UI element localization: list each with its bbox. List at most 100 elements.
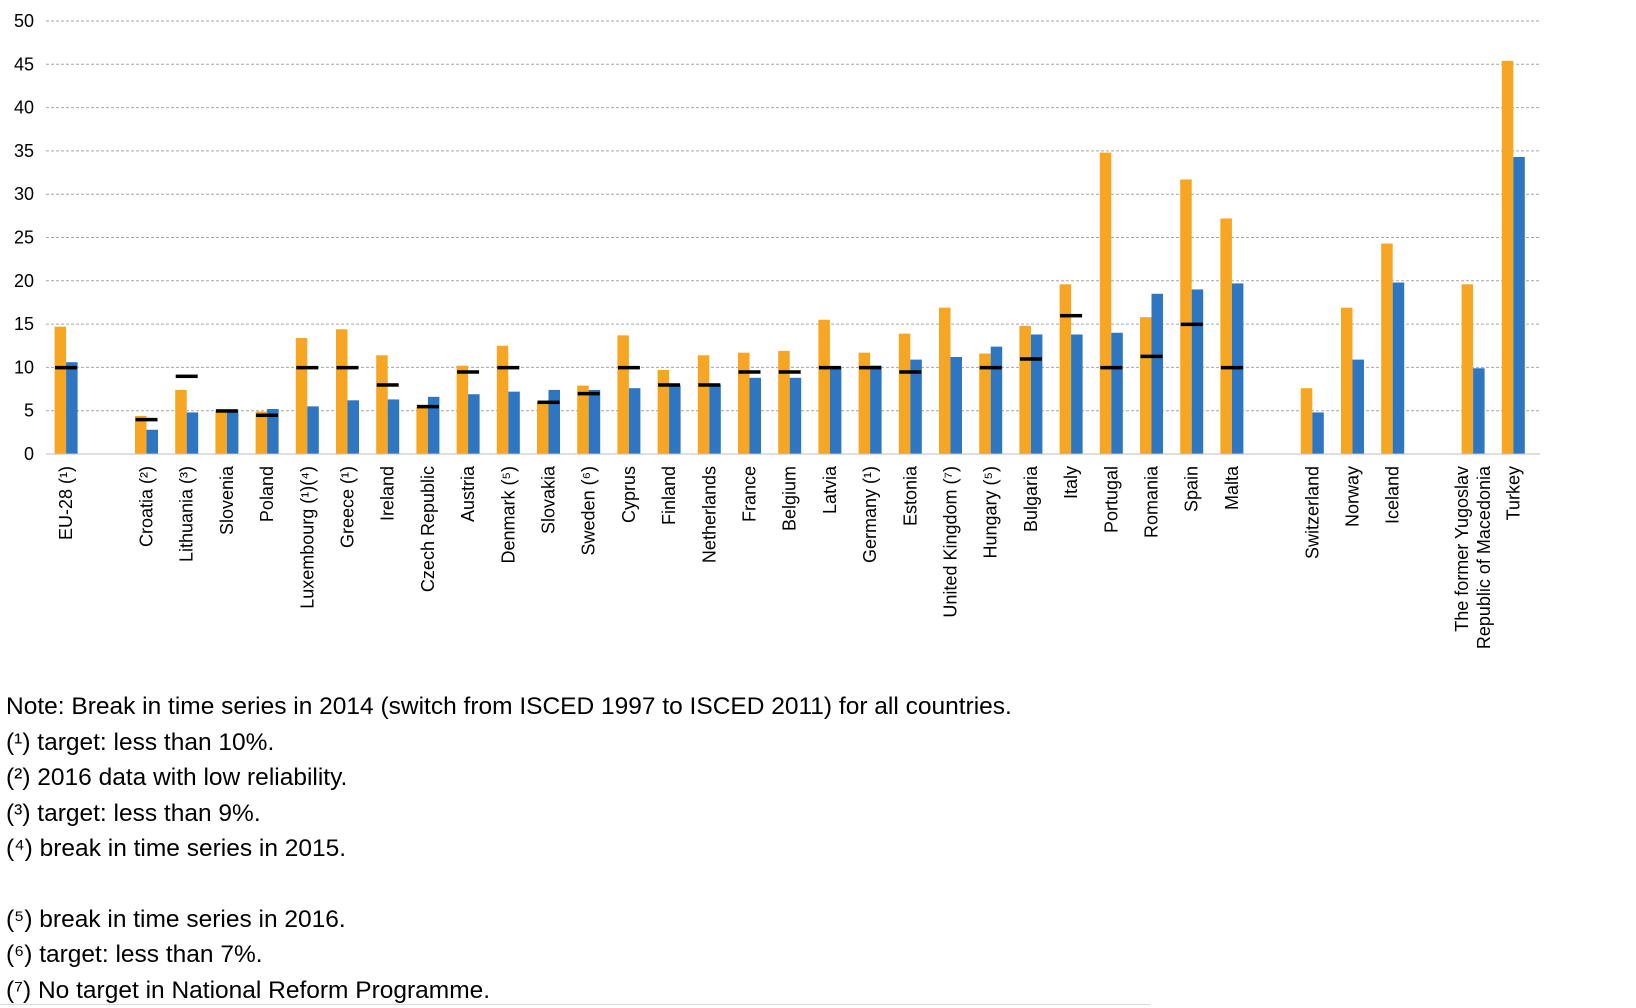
footnote-3: (³) target: less than 9%. bbox=[6, 799, 261, 827]
bar-orange-belgium bbox=[778, 350, 790, 454]
x-tick-label-the-former-yugoslav-republic-of-macedonia: The former Yugoslav Republic of Macedonia bbox=[1452, 465, 1494, 649]
bar-orange-hungary bbox=[979, 353, 991, 454]
x-tick-label-ireland: Ireland bbox=[378, 466, 398, 521]
target-marker-netherlands bbox=[698, 383, 721, 387]
bar-blue-iceland bbox=[1392, 282, 1405, 454]
footnote-2: (²) 2016 data with low reliability. bbox=[6, 764, 348, 791]
bar-blue-greece bbox=[347, 400, 359, 454]
target-marker-ireland bbox=[376, 383, 399, 387]
x-tick-label-text: Cyprus bbox=[619, 466, 639, 523]
target-marker-germany bbox=[859, 365, 882, 370]
x-tick-label-text: Estonia bbox=[900, 465, 920, 526]
x-tick-label-czech-republic: Czech Republic bbox=[418, 466, 438, 592]
target-marker-hungary bbox=[979, 365, 1002, 370]
x-tick-label-text: Bulgaria bbox=[1021, 465, 1041, 532]
x-tick-label-spain: Spain bbox=[1182, 466, 1202, 512]
bar-blue-eu-28 bbox=[66, 362, 78, 454]
footnote-4: (⁴) break in time series in 2015. bbox=[6, 835, 347, 862]
y-axis-tick-labels: 0 5 10 15 20 25 30 35 40 45 50 bbox=[14, 11, 34, 464]
x-tick-label-text: Sweden (⁶) bbox=[579, 466, 599, 555]
target-marker-malta bbox=[1220, 365, 1243, 370]
target-marker-austria bbox=[457, 370, 480, 374]
bar-blue-ireland bbox=[387, 399, 400, 454]
x-tick-label-text: Ireland bbox=[378, 466, 398, 521]
bar-blue-croatia bbox=[146, 429, 158, 454]
y-tick-label: 35 bbox=[14, 141, 34, 161]
gridlines bbox=[46, 20, 1540, 412]
bar-blue-france bbox=[749, 377, 761, 454]
bar-blue-austria bbox=[468, 394, 480, 454]
x-tick-label-text: Luxembourg (¹)(⁴) bbox=[297, 466, 317, 609]
bar-blue-slovenia bbox=[226, 411, 239, 454]
x-tick-label-text: Croatia (²) bbox=[137, 466, 157, 547]
target-marker-slovakia bbox=[537, 400, 560, 405]
x-tick-label-iceland: Iceland bbox=[1383, 466, 1403, 524]
bar-blue-romania bbox=[1151, 293, 1163, 454]
bar-blue-the-former-yugoslav-republic-of-macedonia bbox=[1473, 368, 1485, 454]
bar-blue-lithuania bbox=[186, 412, 199, 454]
x-tick-label-bulgaria: Bulgaria bbox=[1021, 465, 1041, 532]
y-tick-label: 20 bbox=[14, 271, 34, 291]
x-tick-label-text: Malta bbox=[1222, 465, 1242, 510]
x-tick-label-slovakia: Slovakia bbox=[539, 465, 559, 534]
x-tick-label-text: Belgium bbox=[780, 466, 800, 531]
bar-blue-bulgaria bbox=[1030, 334, 1043, 454]
bar-blue-italy bbox=[1071, 334, 1083, 454]
bar-blue-netherlands bbox=[709, 384, 721, 454]
bar-blue-spain bbox=[1191, 289, 1204, 454]
bar-orange-lithuania bbox=[175, 389, 187, 454]
x-tick-label-sweden: Sweden (⁶) bbox=[579, 466, 599, 555]
bar-blue-poland bbox=[267, 408, 279, 454]
footnote-1: (¹) target: less than 10%. bbox=[6, 728, 275, 756]
footnote-5: (⁵) break in time series in 2016. bbox=[6, 905, 346, 933]
bar-blue-czech-republic bbox=[427, 396, 440, 454]
target-marker-croatia bbox=[135, 417, 158, 422]
bar-blue-belgium bbox=[789, 377, 802, 454]
target-marker-cyprus bbox=[617, 365, 640, 370]
x-tick-label-united-kingdom: United Kingdom (⁷) bbox=[941, 466, 961, 618]
target-marker-lithuania bbox=[175, 374, 198, 379]
bar-orange-croatia bbox=[135, 415, 147, 454]
target-markers bbox=[55, 313, 1243, 422]
x-tick-label-estonia: Estonia bbox=[900, 465, 920, 526]
x-tick-label-germany: Germany (¹) bbox=[860, 466, 880, 563]
target-marker-finland bbox=[658, 383, 681, 387]
bar-orange-czech-republic bbox=[416, 407, 428, 454]
target-marker-spain bbox=[1180, 322, 1203, 327]
x-tick-label-belgium: Belgium bbox=[780, 466, 800, 531]
bar-orange-the-former-yugoslav-republic-of-macedonia bbox=[1461, 284, 1474, 454]
y-tick-label: 15 bbox=[14, 314, 34, 334]
y-tick-label: 45 bbox=[14, 54, 34, 74]
x-tick-label-greece: Greece (¹) bbox=[338, 466, 358, 548]
target-marker-france bbox=[738, 370, 761, 374]
x-tick-label-text: Switzerland bbox=[1302, 466, 1322, 559]
x-tick-label-text: Italy bbox=[1061, 466, 1081, 499]
y-tick-label: 40 bbox=[14, 98, 34, 118]
bar-orange-poland bbox=[255, 411, 268, 454]
x-tick-label-text: EU-28 (¹) bbox=[56, 466, 76, 540]
x-tick-label-text: Austria bbox=[458, 465, 478, 522]
x-tick-label-denmark: Denmark (⁵) bbox=[498, 466, 518, 563]
y-tick-label: 0 bbox=[24, 444, 34, 464]
target-marker-greece bbox=[336, 365, 359, 370]
target-marker-portugal bbox=[1100, 365, 1123, 370]
bar-orange-cyprus bbox=[617, 335, 629, 454]
bar-orange-spain bbox=[1180, 179, 1192, 454]
x-tick-label-text: Poland bbox=[257, 466, 277, 522]
x-axis-tick-labels: EU-28 (¹) Croatia (²) Lithuania (³) Sloveni… bbox=[56, 465, 1523, 649]
x-tick-label-latvia: Latvia bbox=[820, 465, 840, 514]
bar-orange-turkey bbox=[1501, 60, 1514, 454]
bar-orange-bulgaria bbox=[1019, 325, 1031, 454]
target-marker-czech-republic bbox=[416, 404, 439, 409]
x-tick-label-text: Slovenia bbox=[217, 465, 237, 535]
bar-orange-austria bbox=[456, 365, 469, 454]
x-tick-label-text: The former Yugoslav bbox=[1452, 466, 1472, 632]
bar-orange-netherlands bbox=[697, 355, 710, 454]
x-tick-label-poland: Poland bbox=[257, 466, 277, 522]
bar-blue-norway bbox=[1352, 359, 1364, 454]
bar-orange-malta bbox=[1220, 218, 1232, 454]
x-tick-label-text: Portugal bbox=[1101, 466, 1121, 533]
x-tick-label-text: Romania bbox=[1142, 465, 1162, 538]
target-marker-eu-28 bbox=[55, 365, 78, 370]
footnotes: Note: Break in time series in 2014 (swit… bbox=[6, 689, 1156, 1008]
